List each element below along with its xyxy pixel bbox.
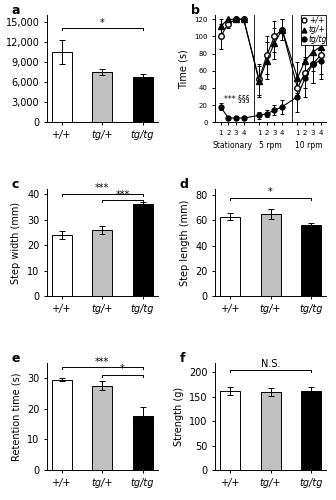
Text: tg/tg: tg/tg (309, 34, 327, 43)
Text: *: * (120, 364, 125, 374)
Text: ***: *** (115, 190, 130, 200)
Text: 10 rpm: 10 rpm (295, 141, 323, 150)
Text: +/+: +/+ (309, 16, 324, 24)
Bar (52, 235, 72, 296)
Y-axis label: Strength (g): Strength (g) (174, 387, 183, 446)
Text: f: f (180, 352, 185, 365)
Bar (133, 416, 153, 470)
Bar (301, 391, 321, 470)
Bar (260, 392, 281, 470)
Bar (133, 76, 153, 122)
Y-axis label: Time (s): Time (s) (178, 49, 188, 88)
Bar (52, 380, 72, 470)
Text: b: b (191, 4, 200, 18)
Bar (133, 204, 153, 296)
Y-axis label: Retention time (s): Retention time (s) (11, 372, 22, 460)
Text: *: * (268, 187, 273, 197)
Bar (92, 230, 113, 296)
Bar (301, 15, 326, 45)
Bar (260, 214, 281, 296)
Text: ***: *** (95, 184, 110, 194)
Text: *: * (100, 18, 105, 28)
Bar (220, 391, 240, 470)
Bar (92, 386, 113, 470)
Bar (301, 226, 321, 296)
Text: d: d (180, 178, 189, 191)
Text: ***: *** (95, 357, 110, 367)
Text: e: e (12, 352, 20, 365)
Y-axis label: Step width (mm): Step width (mm) (11, 202, 22, 283)
Text: c: c (12, 178, 19, 191)
Text: 5 rpm: 5 rpm (259, 141, 282, 150)
Bar (52, 52, 72, 122)
Text: Stationary: Stationary (212, 141, 252, 150)
Y-axis label: Step length (mm): Step length (mm) (180, 200, 190, 286)
Text: tg/+: tg/+ (309, 25, 326, 34)
Text: a: a (12, 4, 20, 18)
Bar (220, 216, 240, 296)
Bar (92, 72, 113, 122)
Text: N.S.: N.S. (261, 360, 280, 370)
Text: *** §§§: *** §§§ (224, 94, 250, 103)
